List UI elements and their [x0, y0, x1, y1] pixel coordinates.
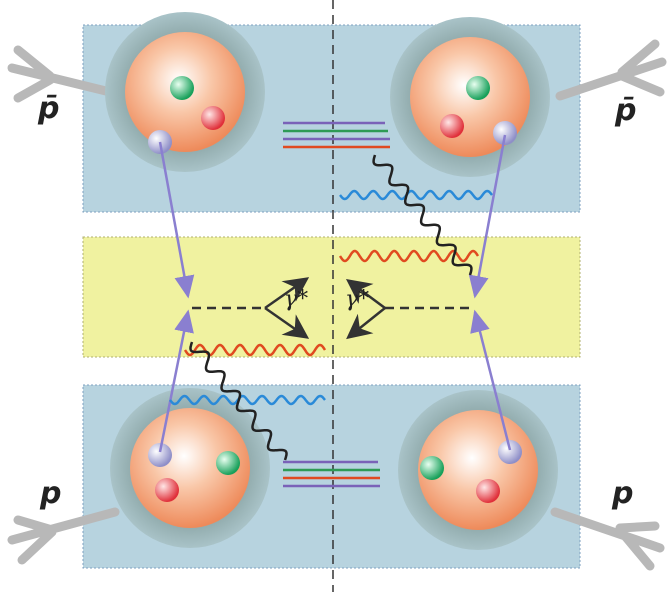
quark — [420, 456, 444, 480]
quark — [170, 76, 194, 100]
antiproton-label: p̄ — [37, 91, 59, 126]
quark — [216, 451, 240, 475]
quark — [476, 479, 500, 503]
proton-label: p — [39, 476, 61, 511]
quark — [466, 76, 490, 100]
photon-label: γ* — [345, 287, 369, 312]
proton-label: p — [611, 476, 633, 511]
antiproton-label: p̄ — [614, 93, 636, 128]
quark — [498, 440, 522, 464]
diagram: p̄ p̄ p p γ* γ* — [0, 0, 670, 608]
quark — [440, 114, 464, 138]
quark — [201, 106, 225, 130]
middle-panel — [83, 237, 580, 357]
photon-label: γ* — [284, 287, 308, 312]
quark — [155, 478, 179, 502]
